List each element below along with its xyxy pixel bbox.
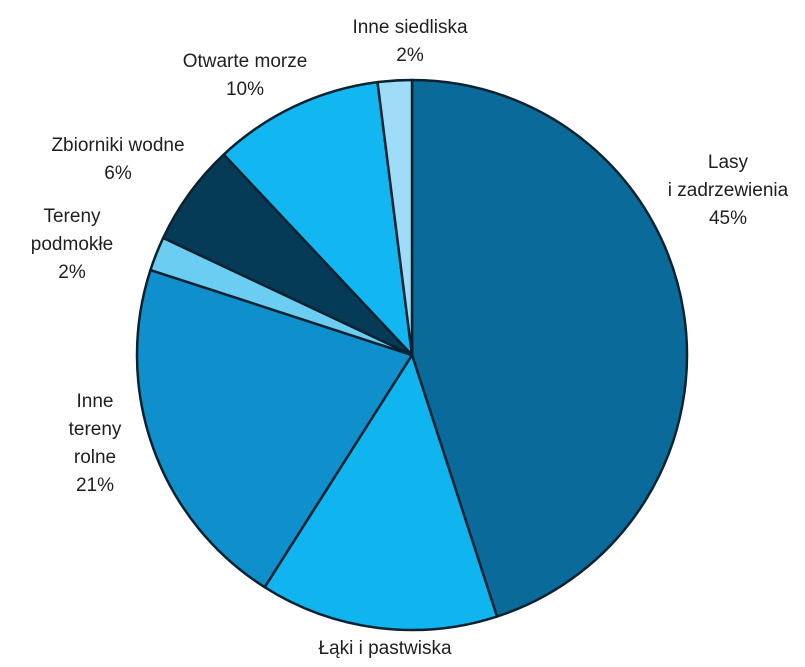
slice-label: Otwarte morze 10% [183, 51, 308, 100]
slice-label: Zbiorniki wodne 6% [51, 135, 184, 184]
slice-name-line: tereny [69, 419, 122, 440]
slice-name-line: Zbiorniki wodne [51, 135, 184, 156]
slice-label: Lasy i zadrzewienia 45% [668, 152, 789, 229]
slice-name-line: Łąki i pastwiska [318, 638, 451, 659]
slice-value-label: 2% [396, 45, 424, 66]
slice-name-line: Inne siedliska [352, 17, 468, 38]
slice-label: Tereny podmokłe 2% [31, 206, 113, 283]
slice-name-line: Tereny [43, 206, 101, 227]
slice-name-line: Inne [77, 391, 114, 412]
pie-slice-inne-siedliska [376, 78, 414, 357]
pie-slices [135, 78, 689, 632]
slice-label: Inne siedliska 2% [352, 17, 468, 66]
slice-value-label: 2% [58, 262, 86, 283]
slice-value-label: 21% [76, 475, 114, 496]
slice-value-label: 10% [226, 79, 264, 100]
slice-name-line: Lasy [708, 152, 749, 173]
slice-label: Inne tereny rolne 21% [69, 391, 122, 496]
pie-slice-inne-tereny-rolne [135, 268, 414, 589]
slice-name-line: rolne [74, 447, 116, 468]
pie-slice-lasy-i-zadrzewienia [410, 78, 689, 618]
slice-name-line: i zadrzewienia [668, 180, 789, 201]
slice-label: Łąki i pastwiska [318, 638, 451, 659]
slice-name-line: podmokłe [31, 234, 113, 255]
pie-slice-otwarte-morze [222, 80, 414, 357]
slice-value-label: 45% [709, 208, 747, 229]
pie-slice-łąki-i-pastwiska [263, 353, 499, 632]
slice-name-line: Otwarte morze [183, 51, 308, 72]
pie-labels: Lasy i zadrzewienia 45% Łąki i pastwiska Inn… [31, 17, 789, 659]
slice-value-label: 6% [104, 163, 132, 184]
